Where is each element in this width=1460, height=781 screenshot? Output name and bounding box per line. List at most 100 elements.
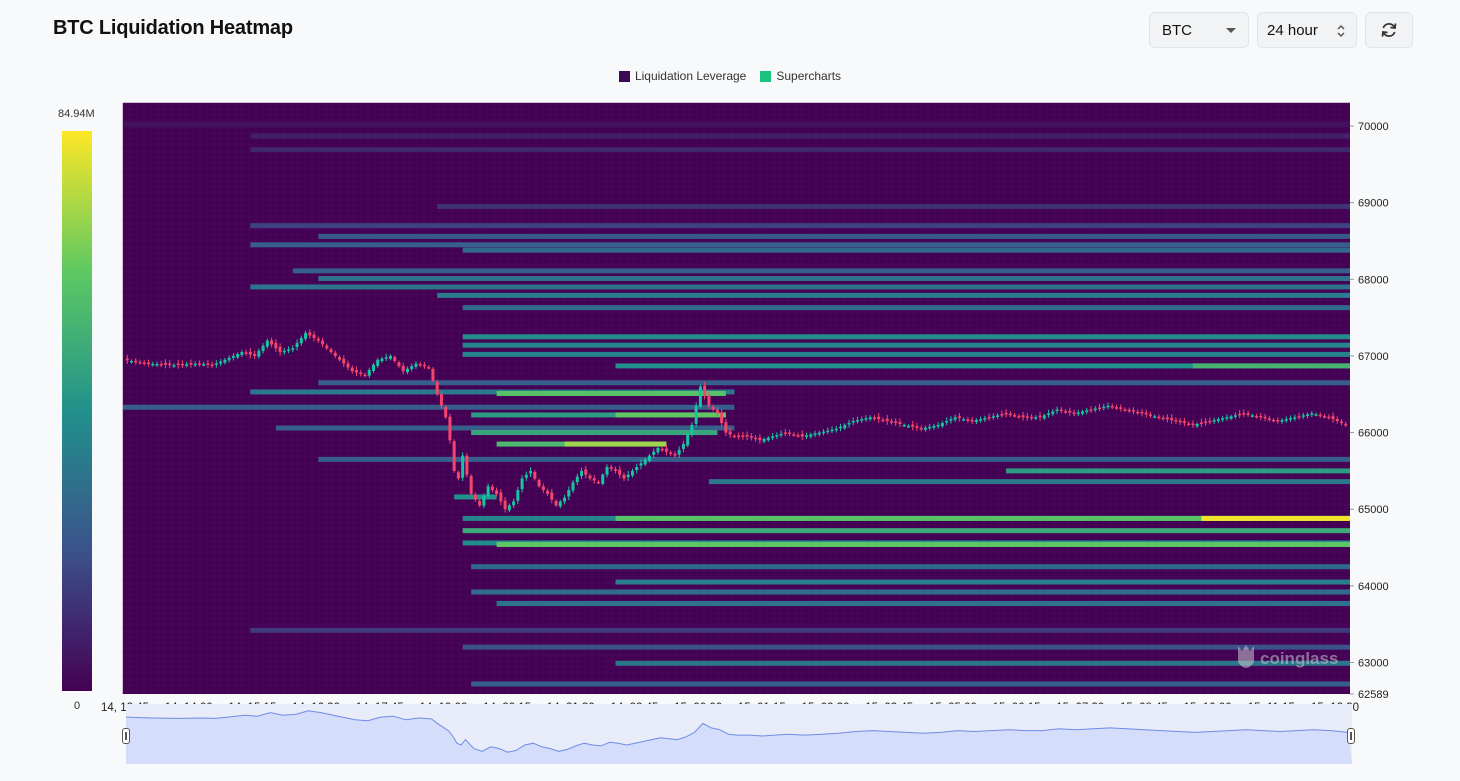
liquidation-band: [250, 242, 1350, 248]
candle-body: [554, 500, 558, 506]
candle-body: [1331, 416, 1335, 420]
candle-body: [490, 486, 494, 491]
candle-body: [1267, 418, 1271, 420]
candle-body: [1246, 413, 1250, 415]
candle-body: [410, 366, 414, 370]
candle-body: [146, 362, 150, 365]
candle-body: [1093, 408, 1097, 411]
candle-body: [1123, 409, 1127, 411]
candle-body: [766, 437, 770, 441]
candle-body: [1059, 409, 1063, 412]
candle-body: [783, 432, 787, 434]
candle-body: [219, 361, 223, 364]
candle-body: [1148, 414, 1152, 416]
liquidation-band: [318, 380, 1350, 386]
candle-body: [1323, 416, 1327, 418]
candle-body: [231, 355, 235, 358]
range-navigator[interactable]: [125, 704, 1352, 764]
liquidation-band: [437, 292, 1350, 298]
candle-body: [223, 359, 227, 363]
navigator-right-handle[interactable]: [1347, 728, 1355, 744]
time-range-select[interactable]: 24 hour: [1257, 12, 1357, 48]
candle-body: [940, 422, 944, 427]
y-tick-label: 65000: [1358, 504, 1389, 516]
candle-body: [805, 435, 809, 437]
candle-body: [762, 438, 766, 442]
candle-body: [1098, 407, 1102, 410]
candle-body: [384, 357, 388, 359]
legend-item-liquidation-leverage[interactable]: Liquidation Leverage: [618, 69, 746, 83]
candle-body: [214, 363, 218, 365]
coinglass-watermark: coinglass: [1238, 645, 1338, 668]
candle-body: [1174, 419, 1178, 422]
liquidation-band: [275, 425, 735, 431]
candle-body: [299, 338, 303, 344]
candle-body: [321, 340, 325, 345]
candle-body: [660, 448, 664, 451]
candle-body: [877, 416, 881, 420]
y-tick-label: 67000: [1358, 351, 1389, 363]
liquidation-band: [615, 515, 1350, 521]
liquidation-band: [250, 627, 1350, 633]
candle-body: [1204, 421, 1208, 424]
candle-body: [1136, 411, 1140, 414]
candle-body: [295, 343, 299, 347]
candle-body: [741, 435, 745, 437]
candle-body: [265, 340, 269, 347]
candle-body: [902, 424, 906, 427]
symbol-select[interactable]: BTC: [1149, 12, 1249, 48]
y-axis: 70000 69000 68000 67000 66000 65000 64000 63000…: [1350, 121, 1389, 701]
candle-body: [270, 340, 274, 345]
candle-body: [248, 351, 252, 355]
candle-body: [176, 363, 180, 366]
candle-body: [885, 418, 889, 422]
refresh-button[interactable]: [1365, 12, 1413, 48]
candle-body: [1081, 411, 1085, 414]
candle-body: [129, 361, 133, 363]
candle-body: [724, 422, 728, 433]
candle-body: [1233, 415, 1237, 417]
candle-body: [618, 469, 622, 475]
candle-body: [1301, 415, 1305, 417]
candle-body: [367, 369, 371, 376]
candle-body: [363, 374, 367, 377]
candle-body: [639, 463, 643, 466]
candle-body: [996, 415, 1000, 417]
candle-body: [1289, 418, 1293, 420]
candle-body: [1178, 420, 1182, 423]
legend-item-supercharts[interactable]: Supercharts: [760, 69, 841, 83]
candle-body: [889, 421, 893, 423]
colorbar-max-label: 84.94M: [58, 108, 95, 120]
navigator-left-handle[interactable]: [122, 728, 130, 744]
liquidation-band: [250, 389, 735, 395]
candle-body: [1072, 412, 1076, 415]
liquidation-band: [708, 479, 1350, 485]
navigator-sparkline: [125, 710, 1352, 764]
heatmap-background: [123, 103, 1350, 694]
candle-body: [401, 365, 405, 372]
candle-body: [834, 428, 838, 431]
candle-body: [486, 486, 490, 496]
candle-body: [949, 419, 953, 421]
candle-body: [244, 352, 248, 354]
candle-body: [847, 422, 851, 425]
liquidation-bands: [123, 121, 1350, 687]
candle-body: [325, 345, 329, 349]
candle-body: [503, 500, 507, 510]
legend-swatch: [760, 70, 772, 82]
candle-body: [1131, 410, 1135, 412]
candle-body: [664, 448, 668, 452]
candle-body: [737, 435, 741, 438]
candle-body: [953, 417, 957, 420]
candle-body: [1250, 415, 1254, 417]
candle-body: [431, 368, 435, 381]
candle-body: [1187, 423, 1191, 426]
candle-body: [134, 360, 138, 363]
candle-body: [1008, 413, 1012, 416]
candle-body: [673, 453, 677, 456]
candle-body: [1030, 416, 1034, 419]
candle-body: [843, 424, 847, 429]
colorbar: [62, 131, 92, 691]
candle-body: [851, 421, 855, 423]
